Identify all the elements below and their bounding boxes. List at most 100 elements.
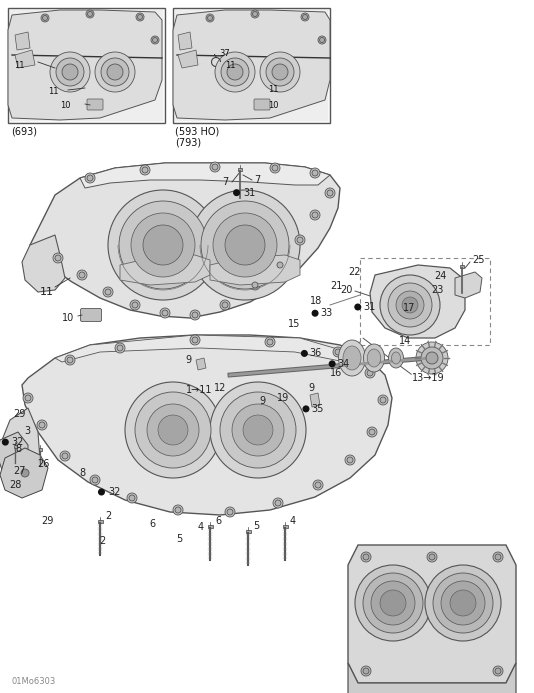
- Ellipse shape: [389, 348, 404, 368]
- Circle shape: [310, 210, 320, 220]
- Text: 5: 5: [253, 521, 259, 531]
- Polygon shape: [22, 235, 65, 292]
- Circle shape: [225, 507, 235, 517]
- Circle shape: [115, 343, 125, 353]
- Text: 4: 4: [198, 522, 203, 532]
- FancyBboxPatch shape: [81, 308, 101, 322]
- Circle shape: [127, 493, 137, 503]
- Polygon shape: [15, 32, 30, 50]
- Circle shape: [295, 235, 305, 245]
- Polygon shape: [178, 32, 192, 50]
- Circle shape: [43, 15, 48, 21]
- Bar: [175, 10, 328, 121]
- Polygon shape: [178, 50, 198, 68]
- Circle shape: [101, 58, 129, 86]
- Text: 33: 33: [320, 308, 333, 318]
- Polygon shape: [310, 393, 320, 407]
- Circle shape: [260, 52, 300, 92]
- Polygon shape: [55, 335, 368, 365]
- Polygon shape: [348, 663, 516, 693]
- Circle shape: [378, 395, 388, 405]
- Circle shape: [129, 495, 135, 501]
- Circle shape: [253, 12, 257, 17]
- Circle shape: [277, 262, 283, 268]
- Circle shape: [85, 173, 95, 183]
- Circle shape: [267, 339, 273, 345]
- Circle shape: [53, 253, 63, 263]
- Circle shape: [303, 406, 309, 412]
- Circle shape: [192, 337, 198, 343]
- Circle shape: [429, 554, 435, 560]
- Circle shape: [363, 554, 369, 560]
- Circle shape: [67, 357, 73, 363]
- Circle shape: [153, 37, 158, 42]
- Circle shape: [441, 581, 485, 625]
- Bar: [38, 448, 42, 451]
- Circle shape: [310, 168, 320, 178]
- Circle shape: [192, 312, 198, 318]
- Circle shape: [208, 15, 213, 21]
- Text: 4: 4: [290, 516, 296, 526]
- Circle shape: [312, 212, 318, 218]
- Polygon shape: [455, 272, 482, 298]
- Text: 11: 11: [14, 60, 25, 69]
- Bar: [246, 530, 250, 533]
- Circle shape: [275, 500, 281, 506]
- Circle shape: [125, 382, 221, 478]
- Text: 1→11: 1→11: [186, 385, 213, 395]
- Circle shape: [160, 308, 170, 318]
- Text: 23: 23: [431, 285, 444, 295]
- Circle shape: [329, 361, 335, 367]
- Circle shape: [367, 427, 377, 437]
- Circle shape: [213, 213, 277, 277]
- Text: 9: 9: [308, 383, 314, 393]
- Circle shape: [493, 666, 503, 676]
- Circle shape: [345, 455, 355, 465]
- Circle shape: [108, 190, 218, 300]
- Polygon shape: [370, 265, 465, 338]
- Text: 20: 20: [341, 285, 353, 295]
- Circle shape: [367, 370, 373, 376]
- Circle shape: [131, 213, 195, 277]
- Circle shape: [325, 188, 335, 198]
- Circle shape: [147, 404, 199, 456]
- Polygon shape: [2, 408, 40, 478]
- Text: 13→19: 13→19: [412, 373, 445, 383]
- Circle shape: [380, 590, 406, 616]
- Circle shape: [369, 429, 375, 435]
- Circle shape: [201, 201, 289, 289]
- Circle shape: [433, 573, 493, 633]
- FancyBboxPatch shape: [87, 99, 103, 110]
- Circle shape: [86, 10, 94, 18]
- Circle shape: [402, 297, 418, 313]
- Text: 21: 21: [330, 281, 342, 291]
- Circle shape: [272, 64, 288, 80]
- Polygon shape: [8, 10, 162, 120]
- Circle shape: [105, 289, 111, 295]
- Circle shape: [327, 190, 333, 196]
- Circle shape: [140, 165, 150, 175]
- Circle shape: [25, 395, 31, 401]
- Circle shape: [173, 505, 183, 515]
- Circle shape: [17, 465, 33, 481]
- Text: 22: 22: [348, 267, 360, 277]
- Circle shape: [232, 404, 284, 456]
- Text: 8: 8: [15, 444, 21, 454]
- Circle shape: [450, 590, 476, 616]
- Circle shape: [55, 255, 61, 261]
- Polygon shape: [0, 432, 28, 472]
- Circle shape: [143, 225, 183, 265]
- Text: 17: 17: [403, 304, 415, 313]
- Circle shape: [190, 335, 200, 345]
- Polygon shape: [0, 448, 48, 498]
- Text: 28: 28: [10, 480, 22, 490]
- Circle shape: [206, 14, 214, 22]
- Circle shape: [270, 163, 280, 173]
- Text: 12: 12: [214, 383, 226, 393]
- Circle shape: [416, 342, 448, 374]
- Circle shape: [365, 368, 375, 378]
- Circle shape: [493, 552, 503, 562]
- Circle shape: [495, 554, 501, 560]
- Circle shape: [13, 461, 37, 485]
- Text: 32: 32: [12, 437, 24, 447]
